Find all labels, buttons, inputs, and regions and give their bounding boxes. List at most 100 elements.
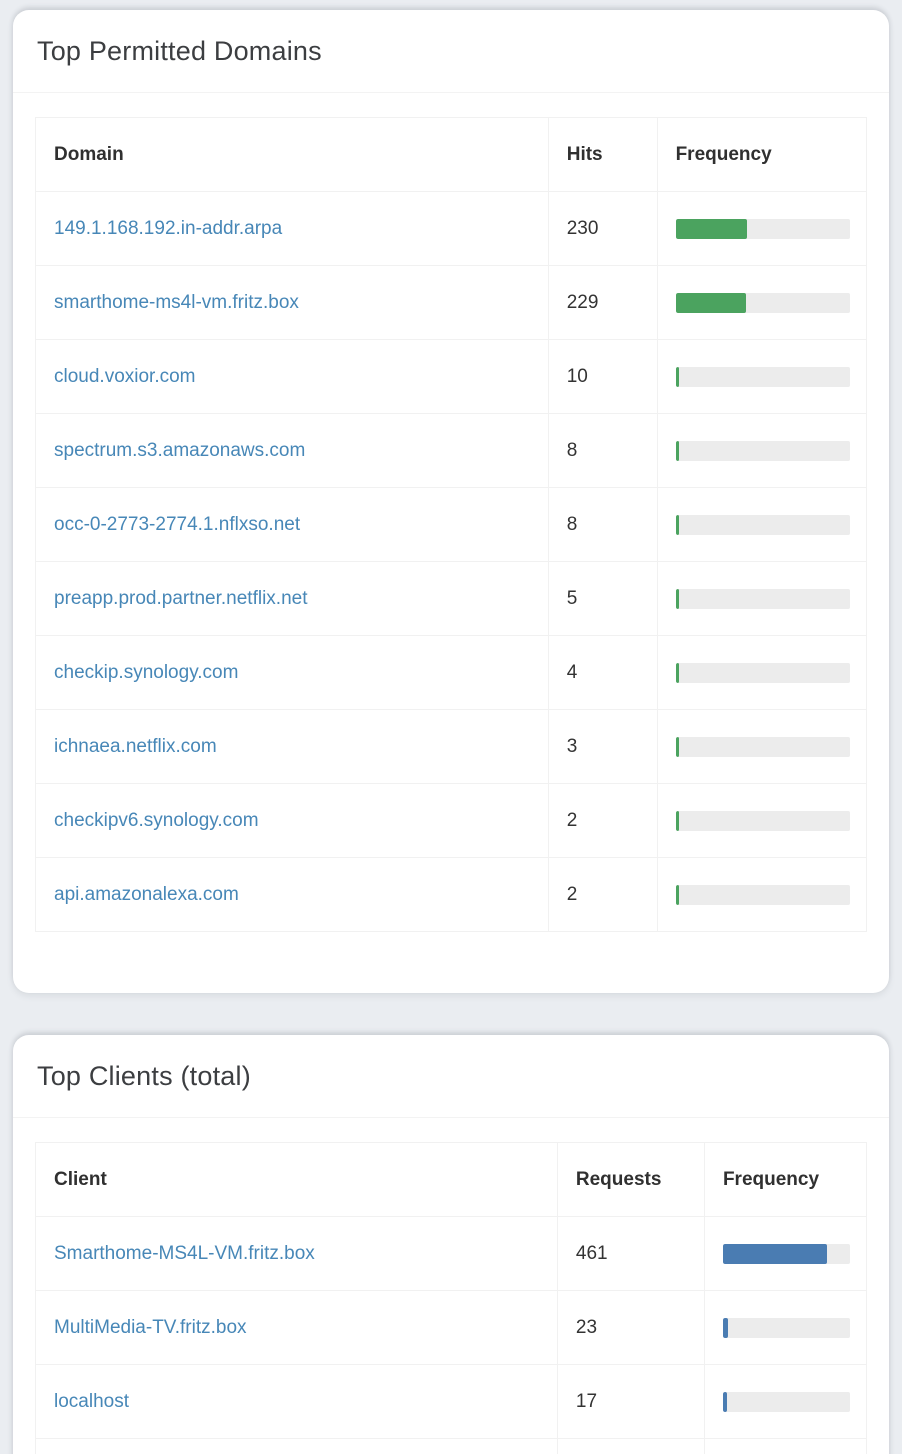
frequency-bar-fill <box>675 514 679 535</box>
domain-cell: smarthome-ms4l-vm.fritz.box <box>35 265 549 340</box>
domain-cell: preapp.prod.partner.netflix.net <box>35 561 549 636</box>
domain-cell: occ-0-2773-2774.1.nflxso.net <box>35 487 549 562</box>
frequency-bar-track <box>675 514 850 535</box>
frequency-bar-fill <box>675 884 679 905</box>
table-row: cloud.voxior.com 10 <box>35 339 868 414</box>
frequency-bar-fill <box>675 662 679 683</box>
table-row: smarthome-ms4l-vm.fritz.box 229 <box>35 265 868 340</box>
frequency-bar-track <box>675 440 850 461</box>
hits-value: 8 <box>547 487 658 562</box>
domain-link[interactable]: spectrum.s3.amazonaws.com <box>54 439 306 461</box>
frequency-cell <box>656 413 868 488</box>
domain-link[interactable]: preapp.prod.partner.netflix.net <box>54 587 308 609</box>
hits-value: 8 <box>547 413 658 488</box>
frequency-bar-track <box>722 1391 850 1412</box>
frequency-cell <box>656 709 868 784</box>
domain-link[interactable]: 149.1.168.192.in-addr.arpa <box>54 217 283 239</box>
frequency-bar-track <box>675 736 850 757</box>
client-cell: MultiMedia-TV.fritz.box <box>35 1290 558 1365</box>
card-header: Top Clients (total) <box>13 1035 889 1118</box>
table-body: Smarthome-MS4L-VM.fritz.box 461 <box>35 1216 868 1439</box>
table-row: 149.1.168.192.in-addr.arpa 230 <box>35 191 868 266</box>
client-link[interactable]: Smarthome-MS4L-VM.fritz.box <box>54 1242 315 1264</box>
domain-link[interactable]: cloud.voxior.com <box>54 365 196 387</box>
domain-link[interactable]: api.amazonalexa.com <box>54 883 239 905</box>
requests-value: 23 <box>556 1290 705 1365</box>
frequency-bar-fill <box>675 218 747 239</box>
table-row: spectrum.s3.amazonaws.com 8 <box>35 413 868 488</box>
card-title: Top Permitted Domains <box>37 36 322 66</box>
top-domains-table: Domain Hits Frequency 149.1.168.192.in-a… <box>35 117 868 932</box>
table-header-row: Domain Hits Frequency <box>35 117 868 192</box>
domain-cell: ichnaea.netflix.com <box>35 709 549 784</box>
requests-value: 17 <box>556 1364 705 1439</box>
card-header: Top Permitted Domains <box>13 10 889 93</box>
domain-cell: spectrum.s3.amazonaws.com <box>35 413 549 488</box>
frequency-bar-fill <box>722 1243 827 1264</box>
client-cell: Smarthome-MS4L-VM.fritz.box <box>35 1216 558 1291</box>
frequency-cell <box>656 191 868 266</box>
table-body-partial <box>35 1438 868 1454</box>
domain-link[interactable]: ichnaea.netflix.com <box>54 735 217 757</box>
domain-cell: cloud.voxior.com <box>35 339 549 414</box>
hits-value: 5 <box>547 561 658 636</box>
frequency-bar-fill <box>675 810 679 831</box>
domain-cell: api.amazonalexa.com <box>35 857 549 932</box>
frequency-cell <box>656 635 868 710</box>
table-row: api.amazonalexa.com 2 <box>35 857 868 932</box>
client-cell: localhost <box>35 1364 558 1439</box>
hits-value: 4 <box>547 635 658 710</box>
client-link[interactable]: localhost <box>54 1390 129 1412</box>
hits-value: 229 <box>547 265 658 340</box>
table-header-row: Client Requests Frequency <box>35 1142 868 1217</box>
domain-link[interactable]: smarthome-ms4l-vm.fritz.box <box>54 291 299 313</box>
frequency-bar-track <box>675 588 850 609</box>
table-row-partial <box>35 1438 868 1454</box>
top-permitted-domains-card: Top Permitted Domains Domain Hits Freque… <box>13 10 889 993</box>
frequency-bar-fill <box>722 1317 729 1338</box>
hits-value: 10 <box>547 339 658 414</box>
frequency-bar-track <box>675 292 850 313</box>
frequency-bar-fill <box>675 440 679 461</box>
card-title: Top Clients (total) <box>37 1061 251 1091</box>
column-header-client: Client <box>35 1142 558 1217</box>
requests-value: 461 <box>556 1216 705 1291</box>
domain-cell: checkip.synology.com <box>35 635 549 710</box>
hits-value: 230 <box>547 191 658 266</box>
hits-value: 2 <box>547 857 658 932</box>
table-head: Client Requests Frequency <box>35 1142 868 1217</box>
column-header-hits: Hits <box>547 117 658 192</box>
client-link[interactable]: MultiMedia-TV.fritz.box <box>54 1316 247 1338</box>
table-row: Smarthome-MS4L-VM.fritz.box 461 <box>35 1216 868 1291</box>
frequency-cell <box>656 487 868 562</box>
domain-link[interactable]: occ-0-2773-2774.1.nflxso.net <box>54 513 301 535</box>
frequency-bar-track <box>675 810 850 831</box>
table-head: Domain Hits Frequency <box>35 117 868 192</box>
frequency-bar-fill <box>675 366 679 387</box>
frequency-cell <box>703 1364 868 1439</box>
frequency-bar-fill <box>675 588 679 609</box>
hits-value: 2 <box>547 783 658 858</box>
hits-value: 3 <box>547 709 658 784</box>
table-row: localhost 17 <box>35 1364 868 1439</box>
frequency-bar-track <box>675 366 850 387</box>
frequency-cell <box>656 783 868 858</box>
frequency-bar-fill <box>675 292 747 313</box>
table-row: preapp.prod.partner.netflix.net 5 <box>35 561 868 636</box>
card-body: Client Requests Frequency Smarthome-MS4L… <box>13 1118 889 1454</box>
table-row: checkipv6.synology.com 2 <box>35 783 868 858</box>
table-body: 149.1.168.192.in-addr.arpa 230 <box>35 191 868 932</box>
frequency-cell <box>656 339 868 414</box>
domain-cell: checkipv6.synology.com <box>35 783 549 858</box>
card-body: Domain Hits Frequency 149.1.168.192.in-a… <box>13 93 889 993</box>
frequency-bar-track <box>675 218 850 239</box>
domain-link[interactable]: checkipv6.synology.com <box>54 809 259 831</box>
frequency-cell <box>656 265 868 340</box>
top-clients-total-card: Top Clients (total) Client Requests Freq… <box>13 1035 889 1454</box>
domain-cell: 149.1.168.192.in-addr.arpa <box>35 191 549 266</box>
domain-link[interactable]: checkip.synology.com <box>54 661 239 683</box>
table-row: occ-0-2773-2774.1.nflxso.net 8 <box>35 487 868 562</box>
frequency-cell <box>703 1216 868 1291</box>
column-header-domain: Domain <box>35 117 549 192</box>
